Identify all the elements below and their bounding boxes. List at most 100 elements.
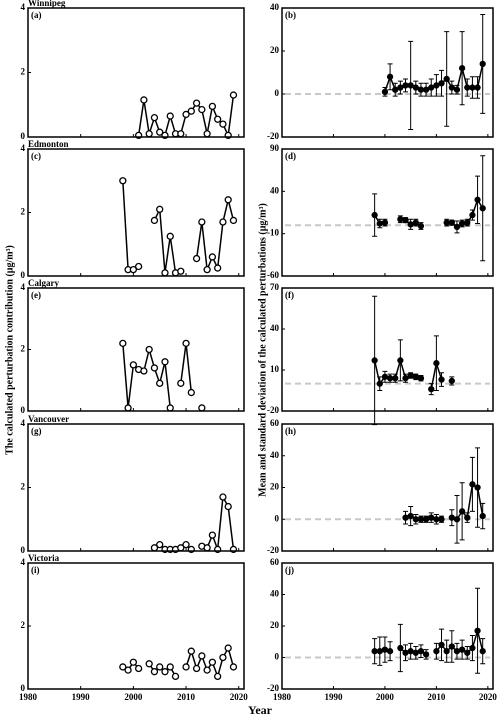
y-tick-label: 0	[21, 270, 26, 280]
marker	[203, 130, 211, 138]
panel-title: Calgary	[28, 278, 59, 288]
plot-frame	[281, 562, 494, 690]
plot-frame	[27, 148, 245, 277]
marker	[464, 219, 471, 226]
marker	[448, 84, 455, 91]
marker	[219, 653, 227, 662]
marker	[145, 130, 153, 138]
x-tick-label: 2020	[230, 692, 249, 702]
marker	[479, 648, 486, 655]
marker	[417, 86, 425, 93]
marker	[474, 196, 481, 203]
marker	[448, 514, 455, 521]
marker	[397, 216, 404, 223]
marker	[433, 516, 440, 523]
marker	[433, 360, 440, 367]
marker	[381, 219, 389, 226]
marker	[407, 221, 414, 228]
marker	[438, 516, 445, 523]
y-tick-label: 0	[275, 513, 280, 523]
marker	[392, 375, 399, 382]
marker	[474, 484, 481, 491]
marker	[443, 648, 450, 655]
marker	[376, 220, 383, 227]
plot-frame	[281, 148, 494, 277]
marker	[433, 82, 440, 89]
marker	[119, 177, 127, 185]
y-axis-label-left: The calculated perturbation contribution…	[4, 245, 15, 455]
y-tick-label: 2	[21, 482, 26, 492]
marker	[166, 232, 174, 240]
plot-frame	[281, 287, 494, 412]
marker	[381, 646, 389, 653]
marker	[140, 367, 148, 375]
marker	[376, 648, 383, 655]
x-tick-label: 2010	[427, 692, 446, 702]
marker	[124, 666, 132, 674]
marker	[402, 82, 409, 89]
y-tick-label: 10	[270, 364, 280, 374]
marker	[182, 110, 190, 119]
panel-title: Winnipeg	[28, 0, 66, 8]
marker	[229, 663, 238, 671]
marker	[474, 84, 481, 91]
marker	[386, 375, 394, 382]
y-tick-label: -20	[267, 683, 279, 693]
marker	[479, 205, 486, 212]
y-tick-label: 0	[21, 405, 26, 415]
marker	[381, 88, 389, 95]
marker	[166, 404, 174, 412]
panel-label: (c)	[31, 151, 41, 161]
y-tick-label: 40	[270, 2, 280, 12]
y-tick-label: 4	[21, 143, 26, 153]
marker	[417, 375, 425, 382]
marker	[443, 75, 450, 83]
marker	[219, 218, 227, 226]
marker	[474, 627, 481, 634]
y-tick-label: 40	[270, 589, 280, 599]
marker	[187, 107, 195, 115]
panel-label: (h)	[285, 426, 296, 436]
plot-frame	[27, 423, 245, 552]
marker	[428, 84, 435, 91]
y-tick-label: 2	[21, 620, 26, 630]
series-line	[122, 180, 235, 274]
marker	[182, 663, 190, 671]
y-tick-label: -20	[267, 131, 279, 141]
panel-label: (j)	[285, 565, 294, 575]
x-tick-label: 1980	[273, 692, 292, 702]
marker	[422, 86, 430, 93]
marker	[119, 339, 127, 348]
marker	[203, 265, 211, 274]
marker	[150, 364, 159, 372]
marker	[192, 254, 201, 263]
y-tick-label: -20	[267, 545, 279, 555]
marker	[203, 666, 211, 674]
y-tick-label: 2	[21, 207, 26, 217]
y-tick-label: 40	[270, 185, 280, 195]
marker	[402, 216, 409, 224]
y-tick-label: -20	[267, 405, 279, 415]
marker	[124, 404, 132, 412]
marker	[371, 648, 378, 655]
marker	[464, 84, 471, 91]
plot-frame	[281, 7, 494, 138]
marker	[469, 644, 476, 652]
marker	[469, 84, 476, 91]
marker	[469, 211, 476, 219]
marker	[214, 672, 222, 681]
plot-frame	[27, 287, 245, 412]
marker	[422, 516, 430, 523]
marker	[464, 649, 471, 656]
marker	[182, 541, 190, 549]
marker	[156, 128, 164, 136]
marker	[156, 205, 164, 213]
x-tick-label: 2010	[177, 692, 196, 702]
y-tick-label: 90	[270, 143, 280, 153]
marker	[208, 102, 217, 111]
marker	[129, 265, 138, 274]
marker	[166, 663, 174, 671]
marker	[203, 544, 211, 552]
marker	[458, 646, 466, 653]
